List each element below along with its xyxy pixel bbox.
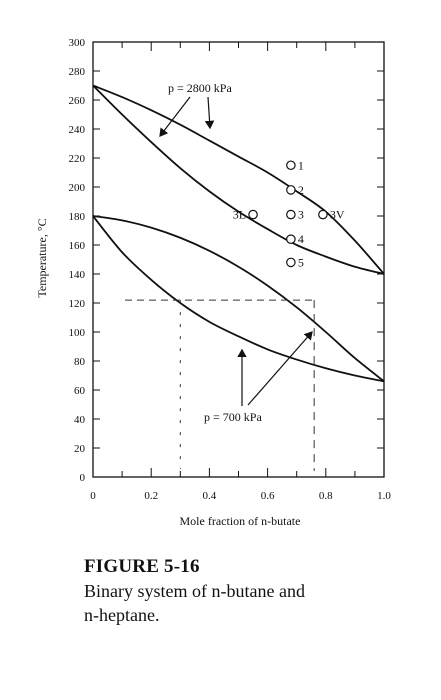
y-tick-label: 120 [69, 298, 86, 310]
annotation-2800kpa: p = 2800 kPa [168, 81, 232, 95]
state-point-label: 2 [298, 183, 304, 197]
x-axis-label: Mole fraction of n-butate [180, 514, 301, 528]
x-tick-label: 1.0 [377, 490, 391, 502]
x-tick-label: 0 [90, 490, 96, 502]
y-axis-label: Temperature, °C [35, 218, 49, 297]
arrow-2800-bubble [159, 96, 191, 137]
caption-line-2: n-heptane. [84, 605, 160, 625]
state-point-label: 5 [298, 255, 304, 269]
y-tick-label: 180 [69, 211, 86, 223]
x-tick-label: 0.8 [319, 490, 333, 502]
curve-bubble-700kpa [92, 215, 385, 383]
state-point-label: 1 [298, 158, 304, 172]
y-tick-label: 40 [74, 414, 86, 426]
arrow-700-dew [247, 331, 313, 406]
y-tick-label: 140 [69, 269, 86, 281]
state-point-1 [286, 160, 296, 171]
state-point-3v [318, 209, 328, 220]
state-point-3l [248, 209, 258, 220]
phase-diagram-chart: p = 2800 kPa p = 700 kPa 1 2 3 3L 3V 4 5 0 20 40 6… [35, 37, 391, 528]
y-tick-label: 300 [69, 37, 86, 49]
annotation-700kpa: p = 700 kPa [204, 410, 262, 424]
state-point-3 [286, 209, 296, 220]
y-tick-label: 160 [69, 240, 86, 252]
caption-title: FIGURE 5-16 [84, 556, 200, 577]
y-tick-label: 260 [69, 95, 86, 107]
y-tick-label: 220 [69, 153, 86, 165]
y-tick-label: 280 [69, 66, 86, 78]
y-tick-label: 200 [69, 182, 86, 194]
curve-dew-700kpa [92, 215, 385, 383]
y-tick-label: 60 [74, 385, 86, 397]
x-tick-label: 0.6 [261, 490, 275, 502]
state-point-5 [286, 257, 296, 268]
state-point-label: 3 [298, 208, 304, 222]
x-tick-label: 0.4 [203, 490, 217, 502]
curve-bubble-2800kpa [92, 84, 385, 275]
y-tick-label: 0 [80, 472, 86, 484]
y-tick-label: 240 [69, 124, 86, 136]
caption-line-1: Binary system of n-butane and [84, 581, 305, 601]
figure-caption: FIGURE 5-16 Binary system of n-butane an… [84, 556, 424, 626]
arrow-2800-dew [204, 96, 215, 130]
x-tick-label: 0.2 [144, 490, 158, 502]
y-tick-label: 100 [69, 327, 86, 339]
state-point-4 [286, 234, 296, 244]
curve-dew-2800kpa [92, 84, 385, 275]
y-tick-label: 20 [74, 443, 86, 455]
state-point-label: 3L [233, 208, 246, 222]
state-point-2 [286, 185, 296, 195]
state-point-label: 4 [298, 232, 304, 246]
y-tick-label: 80 [74, 356, 86, 368]
state-point-label: 3V [330, 208, 345, 222]
